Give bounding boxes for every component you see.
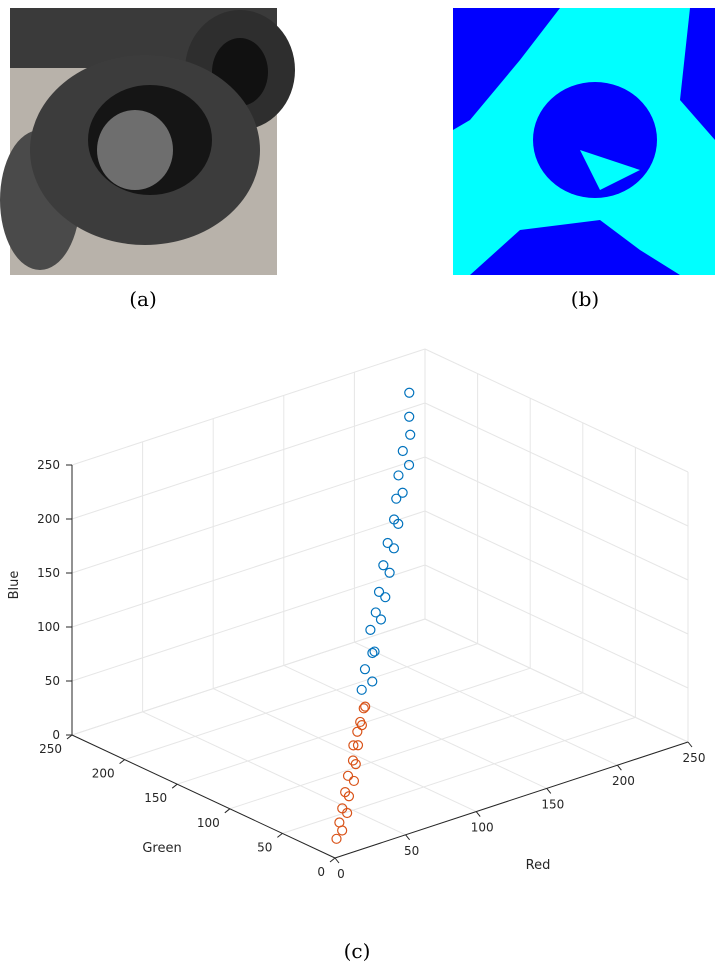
x-tick-label: 100	[471, 821, 494, 835]
grid-line	[354, 642, 617, 765]
x-axis-label: Red	[526, 858, 551, 873]
z-tick-label: 150	[37, 566, 60, 580]
point	[381, 593, 390, 602]
photo	[0, 8, 295, 275]
x-tick-label: 50	[404, 844, 419, 858]
grid-line	[425, 565, 688, 688]
point	[379, 561, 388, 570]
tick-mark	[172, 784, 177, 788]
grid-line	[143, 712, 406, 835]
panel-label: (c)	[344, 939, 371, 963]
tick-mark	[120, 760, 125, 764]
point	[366, 625, 375, 634]
tick-mark	[547, 788, 551, 793]
point	[398, 446, 407, 455]
z-tick-label: 100	[37, 620, 60, 634]
tick-mark	[277, 833, 282, 837]
x-tick-label: 250	[683, 751, 706, 765]
z-tick-label: 250	[37, 458, 60, 472]
x-tick-label: 200	[612, 774, 635, 788]
tick-mark	[688, 742, 692, 747]
grid-line	[177, 668, 530, 784]
grid-line	[72, 403, 425, 519]
grid-line	[72, 457, 425, 573]
tick-mark	[476, 812, 480, 817]
tick-mark	[617, 765, 621, 770]
point	[344, 771, 353, 780]
y-tick-label: 250	[39, 742, 62, 756]
point	[356, 717, 365, 726]
y-axis	[72, 735, 335, 858]
y-tick-label: 200	[92, 767, 115, 781]
point	[371, 608, 380, 617]
point	[360, 665, 369, 674]
x-tick-label: 150	[541, 797, 564, 811]
figure: (a) (b) (c) Red Green Blue 0 50 100 150 200 2…	[0, 0, 715, 970]
point	[405, 388, 414, 397]
z-tick-label: 200	[37, 512, 60, 526]
y-tick-label: 50	[257, 840, 272, 854]
grid-line	[230, 693, 583, 809]
grid-line	[425, 457, 688, 580]
point	[353, 727, 362, 736]
panel-label: (b)	[571, 287, 599, 311]
z-tick-label: 0	[52, 728, 60, 742]
point	[398, 488, 407, 497]
y-tick-label: 0	[317, 865, 325, 879]
x-tick-label: 0	[337, 867, 345, 881]
point	[332, 834, 341, 843]
point	[394, 471, 403, 480]
point	[383, 538, 392, 547]
grid-line	[282, 717, 635, 833]
grid-line	[425, 619, 688, 742]
grid-line	[425, 349, 688, 472]
point	[406, 430, 415, 439]
grid-line	[125, 644, 478, 760]
point	[389, 544, 398, 553]
tick-mark	[335, 858, 339, 863]
z-tick-label: 50	[45, 674, 60, 688]
point	[357, 685, 366, 694]
tick-mark	[67, 735, 72, 739]
point	[405, 412, 414, 421]
y-tick-label: 100	[197, 816, 220, 830]
panel-label: (a)	[129, 287, 157, 311]
segmentation	[453, 8, 715, 275]
tick-mark	[406, 835, 410, 840]
grid-line	[72, 565, 425, 681]
grid-line	[284, 665, 547, 788]
z-axis-label: Blue	[7, 571, 22, 600]
grid-line	[425, 511, 688, 634]
tick-mark	[330, 858, 335, 862]
grid-line	[213, 689, 476, 812]
y-tick-label: 150	[144, 791, 167, 805]
point	[335, 818, 344, 827]
point	[349, 776, 358, 785]
point	[375, 587, 384, 596]
x-axis	[335, 742, 688, 858]
y-axis-label: Green	[142, 841, 181, 856]
grid-line	[425, 403, 688, 526]
tick-mark	[225, 809, 230, 813]
grid-line	[72, 349, 425, 465]
point	[385, 568, 394, 577]
